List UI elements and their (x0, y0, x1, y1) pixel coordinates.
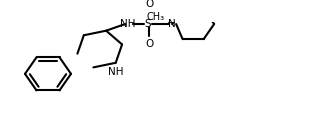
Text: O: O (145, 0, 153, 9)
Text: NH: NH (108, 67, 123, 77)
Text: NH: NH (121, 19, 136, 29)
Text: CH₃: CH₃ (147, 12, 165, 22)
Text: S: S (145, 19, 151, 29)
Text: O: O (145, 39, 153, 49)
Text: N: N (168, 19, 176, 29)
